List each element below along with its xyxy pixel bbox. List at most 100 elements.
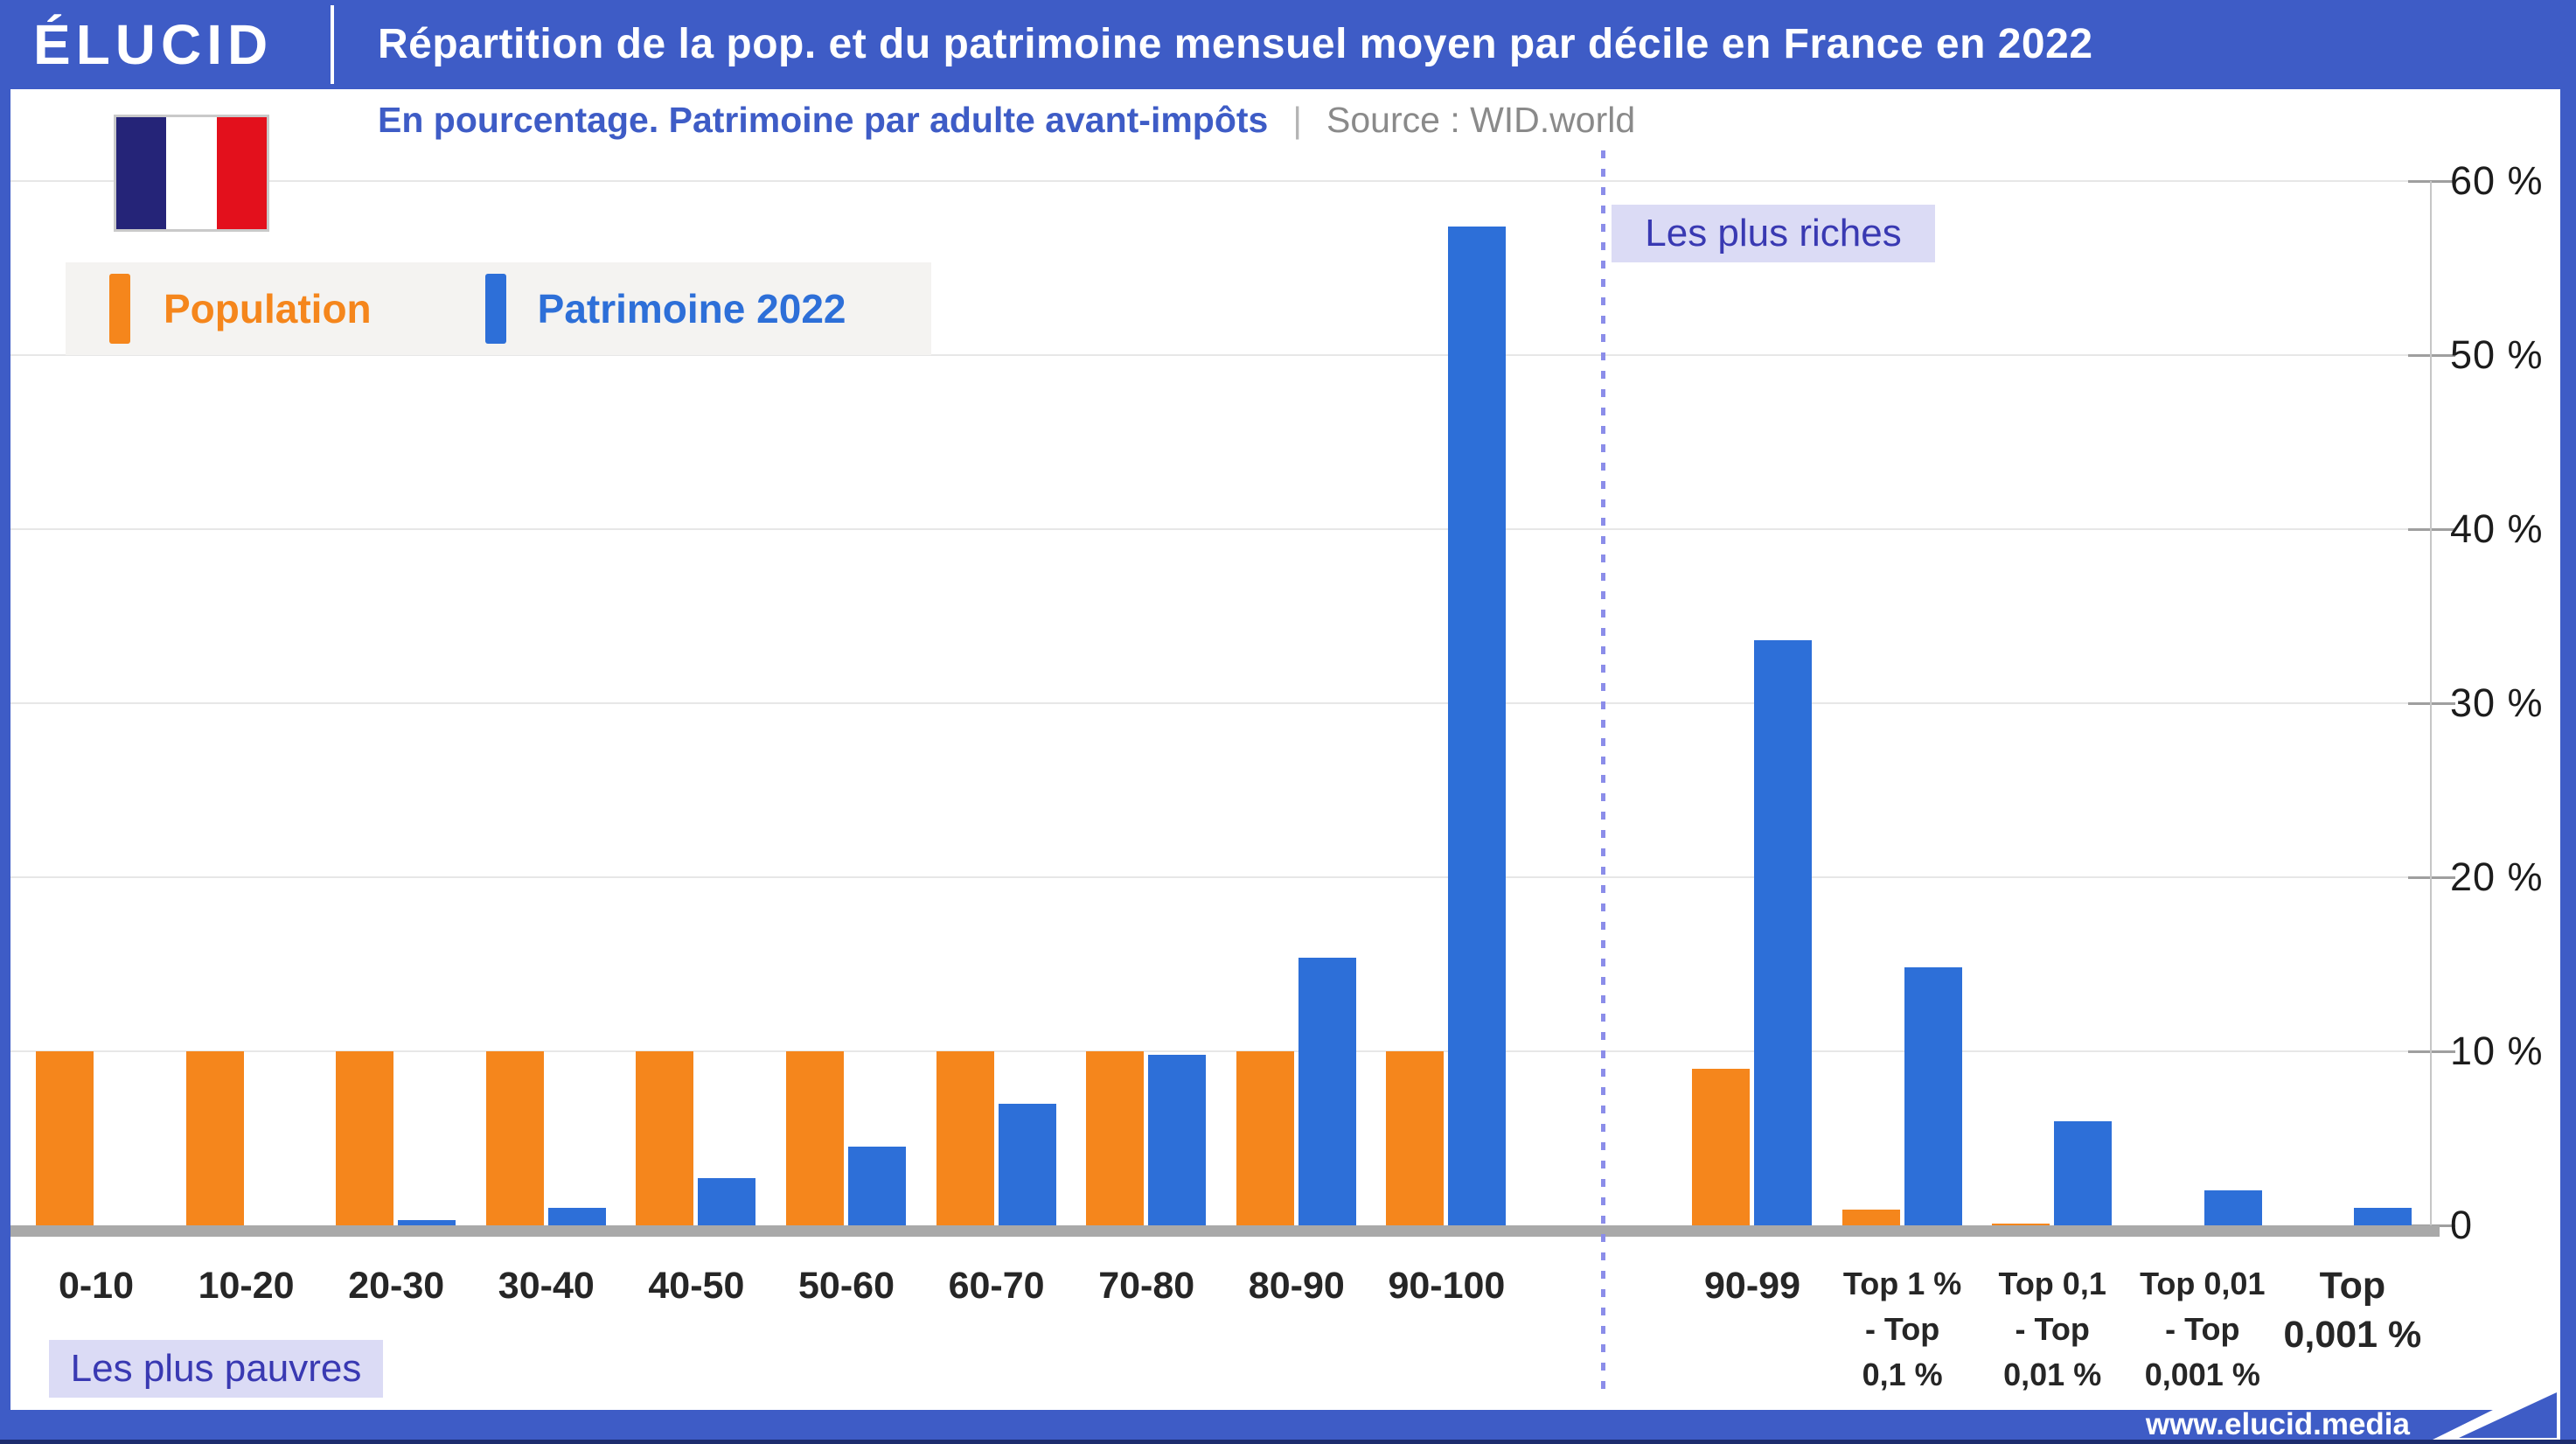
footer-url: www.elucid.media xyxy=(2145,1407,2410,1441)
bar-population-30-40 xyxy=(485,1051,544,1225)
x-axis-label-line: 50-60 xyxy=(798,1265,895,1307)
x-axis-label: 70-80 xyxy=(1041,1261,1251,1310)
subtitle-text: En pourcentage. Patrimoine par adulte av… xyxy=(378,100,1269,140)
header-bar: ÉLUCID Répartition de la pop. et du patr… xyxy=(0,0,2576,89)
bar-patrimoine-Top 0,1 - Top 0,01 % xyxy=(2054,1121,2113,1225)
header-separator xyxy=(331,5,334,84)
french-flag-icon xyxy=(114,115,269,232)
richest-label: Les plus riches xyxy=(1645,212,1902,255)
x-axis-label: Top 0,1 - Top 0,01 % xyxy=(1947,1261,2157,1398)
x-axis-label: 90-100 xyxy=(1341,1261,1551,1310)
bar-patrimoine-30-40 xyxy=(547,1208,606,1225)
source-text: Source : WID.world xyxy=(1326,100,1636,140)
x-axis-label: Top 1 % - Top 0,1 % xyxy=(1798,1261,2008,1398)
x-axis-label-line: 0,1 % xyxy=(1862,1357,1943,1392)
x-axis-label-line: Top 1 % xyxy=(1842,1266,1962,1301)
x-axis-label: 20-30 xyxy=(291,1261,501,1310)
x-axis-label: 10-20 xyxy=(142,1261,352,1310)
legend-swatch-population xyxy=(109,274,130,344)
x-axis-label: 90-99 xyxy=(1647,1261,1857,1310)
y-axis-tick-label: 40 % xyxy=(2450,506,2544,551)
bar-population-40-50 xyxy=(636,1051,694,1225)
y-axis-tick-label: 10 % xyxy=(2450,1029,2544,1073)
bar-patrimoine-80-90 xyxy=(1298,958,1356,1225)
x-axis-label-line: 0,001 % xyxy=(2283,1314,2422,1356)
bar-patrimoine-Top 0,01 - Top 0,001 % xyxy=(2204,1190,2262,1225)
bar-patrimoine-Top 0,001 % xyxy=(2354,1208,2412,1225)
bar-patrimoine-60-70 xyxy=(998,1104,1056,1225)
x-axis-label: 0-10 xyxy=(0,1261,201,1310)
footer-bar: www.elucid.media xyxy=(0,1407,2576,1441)
x-axis-label-line: 70-80 xyxy=(1098,1265,1195,1307)
x-axis-label-line: Top xyxy=(2319,1265,2386,1307)
y-axis-tick-label: 30 % xyxy=(2450,680,2544,725)
x-axis-label: 40-50 xyxy=(591,1261,801,1310)
bar-patrimoine-90-99 xyxy=(1754,640,1812,1225)
y-axis-tick xyxy=(2408,702,2455,705)
y-axis-tick xyxy=(2408,354,2455,357)
elucid-logo: ÉLUCID xyxy=(33,13,274,76)
y-axis-line xyxy=(2430,181,2432,1225)
x-axis-label: 50-60 xyxy=(741,1261,951,1310)
flag-stripe-white xyxy=(166,117,217,229)
x-axis-label: 60-70 xyxy=(892,1261,1102,1310)
flag-stripe-red xyxy=(216,117,267,229)
bar-patrimoine-70-80 xyxy=(1148,1055,1207,1225)
gridline-20 xyxy=(9,876,2431,878)
gridline-40 xyxy=(9,528,2431,530)
frame-border-bottom xyxy=(0,1440,2576,1444)
gridline-60 xyxy=(9,180,2431,182)
x-axis-label-line: 40-50 xyxy=(648,1265,745,1307)
rich-poor-divider-dotted-line xyxy=(1601,150,1605,1396)
bar-population-90-99 xyxy=(1692,1069,1750,1225)
frame-border-left xyxy=(0,0,10,1444)
y-axis-tick-label: 20 % xyxy=(2450,855,2544,899)
y-axis-tick-label: 0 xyxy=(2450,1203,2474,1247)
x-axis-label-line: 20-30 xyxy=(348,1265,445,1307)
x-axis-label: 80-90 xyxy=(1192,1261,1402,1310)
richest-label-badge: Les plus riches xyxy=(1612,205,1935,262)
y-axis-tick-label: 50 % xyxy=(2450,332,2544,377)
gridline-10 xyxy=(9,1050,2431,1052)
bar-patrimoine-90-100 xyxy=(1448,227,1507,1225)
bar-population-80-90 xyxy=(1236,1051,1294,1225)
x-axis-label-line: 90-100 xyxy=(1388,1265,1506,1307)
bar-population-50-60 xyxy=(786,1051,844,1225)
bar-population-Top 0,1 - Top 0,01 % xyxy=(1992,1224,2050,1225)
bar-population-60-70 xyxy=(936,1051,994,1225)
legend-label-patrimoine: Patrimoine 2022 xyxy=(537,286,846,331)
bar-population-20-30 xyxy=(336,1051,394,1225)
x-axis-label-line: - Top xyxy=(2165,1311,2240,1347)
x-axis-label-line: 10-20 xyxy=(198,1265,295,1307)
page-title: Répartition de la pop. et du patrimoine … xyxy=(378,21,2093,67)
x-axis-label-line: 0,01 % xyxy=(2003,1357,2102,1392)
x-axis-label-line: 0,001 % xyxy=(2144,1357,2260,1392)
bar-population-10-20 xyxy=(185,1051,244,1225)
x-axis-baseline xyxy=(9,1225,2440,1237)
legend-swatch-patrimoine xyxy=(484,274,506,344)
poorest-label: Les plus pauvres xyxy=(70,1347,362,1390)
x-axis-label: Top 0,01 - Top 0,001 % xyxy=(2098,1261,2308,1398)
x-axis-label-line: 0-10 xyxy=(58,1265,135,1307)
frame-border-right xyxy=(2560,0,2576,1444)
poorest-label-badge: Les plus pauvres xyxy=(49,1340,383,1398)
bar-patrimoine-20-30 xyxy=(398,1220,456,1225)
x-axis-label: 30-40 xyxy=(442,1261,651,1310)
x-axis-label-line: Top 0,1 xyxy=(1998,1266,2106,1301)
y-axis-tick xyxy=(2408,180,2455,183)
subtitle-row: En pourcentage. Patrimoine par adulte av… xyxy=(378,93,1635,147)
x-axis-label: Top 0,001 % xyxy=(2247,1261,2457,1359)
bar-patrimoine-50-60 xyxy=(848,1147,906,1225)
legend: Population Patrimoine 2022 xyxy=(66,262,931,355)
x-axis-label-line: Top 0,01 xyxy=(2140,1266,2266,1301)
bar-population-0-10 xyxy=(36,1051,94,1225)
x-axis-label-line: 30-40 xyxy=(498,1265,595,1307)
flag-stripe-blue xyxy=(116,117,167,229)
gridline-30 xyxy=(9,702,2431,704)
legend-label-population: Population xyxy=(164,286,372,331)
bar-population-90-100 xyxy=(1386,1051,1445,1225)
x-axis-label-line: 90-99 xyxy=(1704,1265,1800,1307)
x-axis-label-line: 60-70 xyxy=(948,1265,1045,1307)
